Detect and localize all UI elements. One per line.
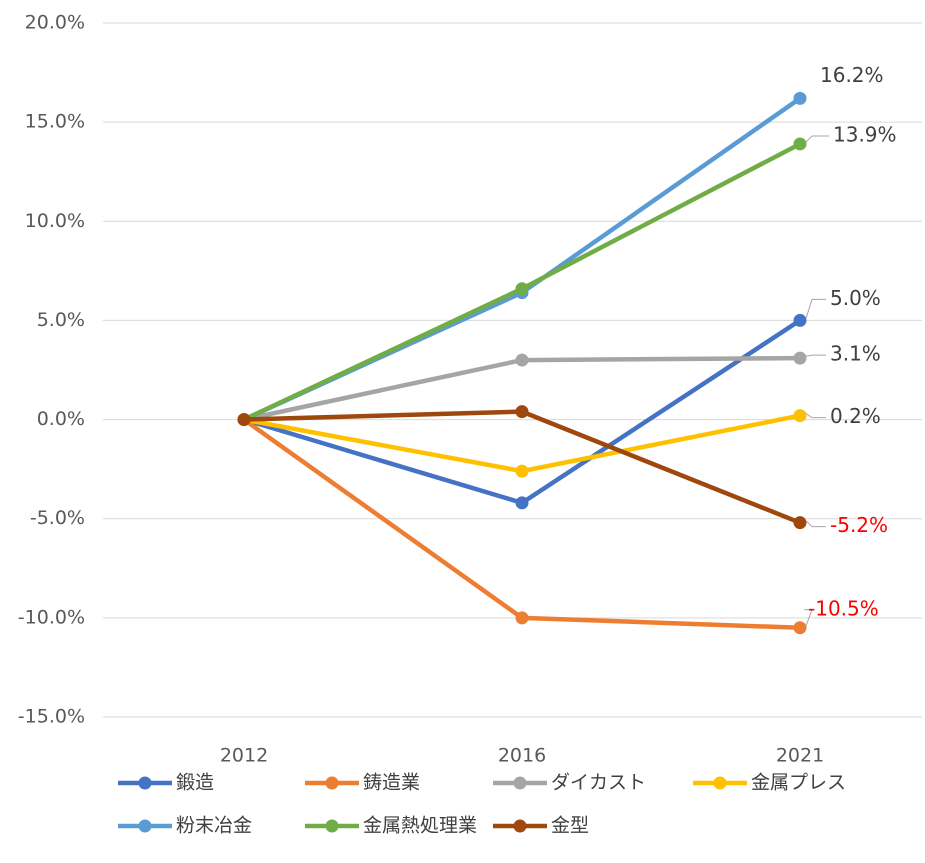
legend-swatch xyxy=(513,776,527,790)
legend-swatch xyxy=(138,819,152,833)
legend-swatch xyxy=(513,819,527,833)
data-label: 5.0% xyxy=(830,286,881,310)
legend-swatch xyxy=(325,819,339,833)
legend-label: 金型 xyxy=(551,815,589,837)
legend-swatch xyxy=(138,776,152,790)
data-point xyxy=(515,282,529,296)
data-point xyxy=(793,516,807,530)
y-tick-label: 20.0% xyxy=(25,12,85,34)
legend-label: 粉末冶金 xyxy=(176,815,252,837)
leader-line xyxy=(805,135,829,143)
leader-line xyxy=(805,298,826,319)
legend-label: 鍛造 xyxy=(176,772,214,794)
series-line xyxy=(243,141,802,422)
legend-label: ダイカスト xyxy=(551,772,646,794)
leader-line xyxy=(805,520,826,528)
data-point xyxy=(515,496,529,510)
data-point xyxy=(793,137,807,151)
legend-swatch xyxy=(713,776,727,790)
data-label: -5.2% xyxy=(830,513,888,537)
y-tick-label: -10.0% xyxy=(18,606,85,628)
y-tick-label: -15.0% xyxy=(18,706,85,728)
data-point xyxy=(793,91,807,105)
legend-label: 鋳造業 xyxy=(363,771,420,794)
leader-line xyxy=(805,413,826,419)
series-line xyxy=(242,417,801,631)
data-point xyxy=(515,353,529,367)
legend-label: 金属プレス xyxy=(751,772,846,794)
data-point xyxy=(793,313,807,327)
data-label: 0.2% xyxy=(830,404,881,428)
data-label: 13.9% xyxy=(833,122,897,146)
leader-line xyxy=(804,609,813,626)
data-label: 3.1% xyxy=(830,342,881,366)
x-tick-label: 2021 xyxy=(776,745,824,767)
legend-swatch xyxy=(325,776,339,790)
y-tick-label: 0.0% xyxy=(37,408,85,430)
series-line xyxy=(243,96,802,422)
x-tick-label: 2016 xyxy=(498,745,546,767)
data-label: -10.5% xyxy=(808,596,879,620)
y-tick-label: 10.0% xyxy=(25,210,85,232)
y-tick-label: 15.0% xyxy=(25,111,85,133)
data-point xyxy=(515,405,529,419)
data-point xyxy=(793,351,807,365)
data-point xyxy=(237,413,251,427)
leader-line xyxy=(805,354,826,357)
data-point xyxy=(515,464,529,478)
data-label: 16.2% xyxy=(820,63,884,87)
y-tick-label: 5.0% xyxy=(37,309,85,331)
x-tick-label: 2012 xyxy=(220,745,268,767)
legend-label: 金属熱処理業 xyxy=(363,815,477,837)
data-point xyxy=(793,409,807,423)
data-point xyxy=(515,611,529,625)
y-tick-label: -5.0% xyxy=(30,507,85,529)
data-point xyxy=(793,621,807,635)
